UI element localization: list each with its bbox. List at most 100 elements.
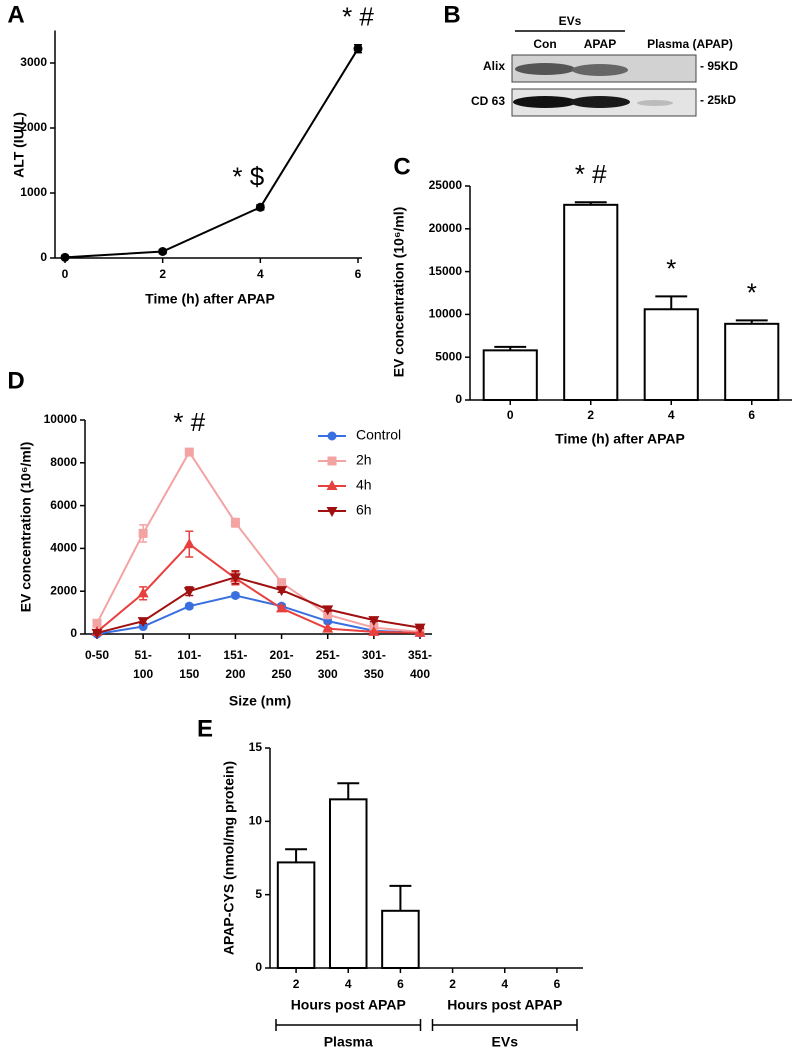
y-tick-label: 10000 (429, 307, 463, 321)
annotation: * $ (232, 162, 264, 192)
marker (255, 202, 265, 212)
blot-row: Alix (483, 59, 505, 73)
blot-marker: - 25kD (700, 93, 736, 107)
marker (322, 605, 334, 616)
y-tick-label: 10000 (44, 412, 78, 426)
y-tick-label: 5 (255, 887, 262, 901)
x-tick-label: 301-350 (362, 648, 386, 681)
chart-panel: E 0 5 10 15 2 4 6 2 4 6 APAP-CYS (nmol/mg protein) H… (197, 715, 583, 1050)
x-axis-title: Time (h) after APAP (555, 431, 685, 447)
x-tick-label: 151-200 (223, 648, 247, 681)
blot-marker: - 95KD (700, 59, 738, 73)
bar (482, 349, 538, 401)
chart-panel: D 0 2000 4000 6000 8000 10000 0-50 51-100 101-150… (7, 367, 432, 708)
y-tick-label: 0 (255, 960, 262, 974)
marker (158, 247, 168, 256)
blot-band (513, 96, 577, 108)
y-tick-label: 3000 (20, 55, 47, 69)
marker (184, 447, 194, 457)
marker (276, 602, 288, 613)
marker (92, 618, 102, 628)
blot-column: APAP (584, 37, 616, 51)
group-name: Plasma (324, 1034, 373, 1050)
legend-label: 4h (356, 477, 372, 493)
marker (229, 573, 241, 584)
annotation: * # (173, 407, 205, 437)
x-tick-label: 6 (397, 977, 404, 991)
marker (368, 625, 380, 636)
blot-band (570, 96, 630, 108)
y-tick-label: 15 (249, 740, 263, 754)
legend-marker (327, 431, 337, 441)
x-tick-label: 4 (345, 977, 352, 991)
marker (353, 44, 363, 54)
marker (368, 616, 380, 627)
marker (184, 601, 194, 611)
y-tick-label: 4000 (50, 541, 77, 555)
panel-label: D (7, 367, 24, 394)
y-tick-label: 6000 (50, 498, 77, 512)
annotation: * (747, 277, 757, 307)
panel-label: A (7, 1, 24, 28)
x-tick-label: 251-300 (316, 648, 340, 681)
y-axis-title: EV concentration (10⁶/ml) (18, 442, 34, 613)
bar (328, 798, 368, 969)
y-tick-label: 0 (455, 392, 462, 406)
y-tick-label: 2000 (20, 120, 47, 134)
bar (563, 203, 619, 401)
marker (138, 528, 148, 538)
group-label: Hours post APAP (447, 997, 562, 1013)
group-name: EVs (492, 1034, 519, 1050)
x-tick-label: 101-150 (177, 648, 201, 681)
x-tick-label: 351-400 (408, 648, 432, 681)
marker (230, 518, 240, 528)
blot-band (572, 64, 628, 76)
group-bracket (275, 1019, 422, 1031)
marker (60, 252, 70, 262)
x-tick-label: 201-250 (270, 648, 294, 681)
blot-band (637, 100, 673, 106)
series-line (64, 48, 359, 259)
y-axis-title: ALT (IU/L) (11, 112, 27, 178)
marker (277, 578, 287, 588)
panel-label: E (197, 715, 213, 742)
blot-row: CD 63 (471, 94, 505, 108)
x-tick-label: 2 (587, 408, 594, 422)
y-tick-label: 8000 (50, 455, 77, 469)
legend-label: 2h (356, 452, 372, 468)
panel-label: C (393, 153, 410, 180)
chart-panel: C 0 5000 10000 15000 20000 25000 0 2 4 6 Time (h) a… (391, 153, 792, 447)
x-tick-label: 4 (668, 408, 675, 422)
x-tick-label: 0 (62, 267, 69, 281)
group-bracket (431, 1019, 578, 1031)
y-tick-label: 25000 (429, 178, 463, 192)
blot-column: Plasma (APAP) (647, 37, 733, 51)
x-tick-label: 6 (748, 408, 755, 422)
bar (724, 322, 780, 402)
y-tick-label: 15000 (429, 264, 463, 278)
bar (276, 861, 316, 970)
marker (276, 586, 288, 597)
y-tick-label: 5000 (435, 349, 462, 363)
group-label: Hours post APAP (291, 997, 406, 1013)
x-tick-label: 51-100 (133, 648, 153, 681)
y-axis-title: EV concentration (10⁶/ml) (391, 207, 407, 378)
blot-header: EVs (559, 14, 582, 28)
x-tick-label: 4 (501, 977, 508, 991)
blot-band (515, 63, 575, 75)
panel-label: B (443, 1, 460, 28)
annotation: * # (575, 159, 607, 189)
y-tick-label: 0 (40, 250, 47, 264)
series-line (96, 450, 421, 633)
western-blot: B EVs Con APAP Plasma (APAP) Alix CD 63 … (443, 1, 738, 117)
marker (183, 538, 195, 549)
y-tick-label: 0 (70, 626, 77, 640)
y-tick-label: 20000 (429, 221, 463, 235)
legend-marker (327, 456, 337, 466)
x-tick-label: 0-50 (85, 648, 109, 662)
error-bar (285, 848, 308, 863)
y-tick-label: 2000 (50, 583, 77, 597)
y-axis-title: APAP-CYS (nmol/mg protein) (221, 761, 237, 955)
y-tick-label: 10 (249, 814, 263, 828)
